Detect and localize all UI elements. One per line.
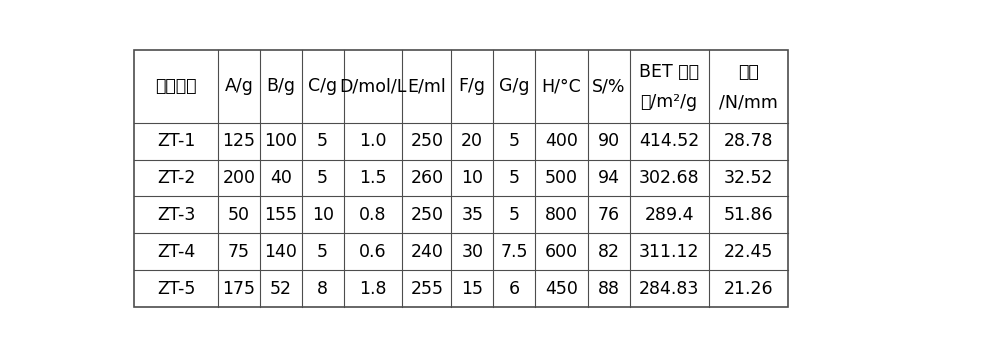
Text: 0.6: 0.6 [359,243,387,261]
Text: 6: 6 [508,280,520,298]
Text: 260: 260 [410,169,443,187]
Text: F/g: F/g [459,77,486,95]
Text: 125: 125 [222,132,255,150]
Text: 21.26: 21.26 [723,280,773,298]
Text: 76: 76 [598,206,620,224]
Text: 284.83: 284.83 [639,280,699,298]
Text: ZT-5: ZT-5 [157,280,195,298]
Text: 75: 75 [228,243,250,261]
Text: 500: 500 [545,169,578,187]
Text: 255: 255 [410,280,443,298]
Text: 82: 82 [598,243,620,261]
Text: 积/m²/g: 积/m²/g [640,93,698,111]
Text: 289.4: 289.4 [644,206,694,224]
Text: 7.5: 7.5 [500,243,528,261]
Text: C/g: C/g [308,77,337,95]
Text: H/°C: H/°C [541,77,581,95]
Text: 10: 10 [312,206,334,224]
Text: 32.52: 32.52 [723,169,773,187]
Text: 5: 5 [509,132,520,150]
Text: 10: 10 [461,169,483,187]
Text: 30: 30 [461,243,483,261]
Text: 800: 800 [545,206,578,224]
Text: 5: 5 [509,206,520,224]
Text: ZT-2: ZT-2 [157,169,195,187]
Text: 250: 250 [410,132,443,150]
Text: 311.12: 311.12 [639,243,699,261]
Text: ZT-4: ZT-4 [157,243,195,261]
Text: S/%: S/% [592,77,625,95]
Text: 200: 200 [222,169,255,187]
Text: D/mol/L: D/mol/L [339,77,407,95]
Text: 94: 94 [598,169,620,187]
Text: 22.45: 22.45 [723,243,773,261]
Text: 1.0: 1.0 [359,132,387,150]
Text: 1.5: 1.5 [359,169,387,187]
Text: 88: 88 [598,280,620,298]
Text: 100: 100 [264,132,297,150]
Text: 8: 8 [317,280,328,298]
Text: 0.8: 0.8 [359,206,387,224]
Text: 52: 52 [270,280,292,298]
Text: 414.52: 414.52 [639,132,699,150]
Text: 155: 155 [264,206,297,224]
Text: 600: 600 [545,243,578,261]
Text: B/g: B/g [266,77,295,95]
Text: 载体编号: 载体编号 [155,77,197,95]
Text: G/g: G/g [499,77,529,95]
Text: 5: 5 [317,132,328,150]
Text: 15: 15 [461,280,483,298]
Text: 175: 175 [222,280,255,298]
Text: 28.78: 28.78 [723,132,773,150]
Text: 140: 140 [264,243,297,261]
Text: 5: 5 [317,243,328,261]
Text: 5: 5 [317,169,328,187]
Text: 强度: 强度 [738,63,758,81]
Text: 302.68: 302.68 [639,169,699,187]
Text: ZT-1: ZT-1 [157,132,195,150]
Text: 50: 50 [228,206,250,224]
Text: 40: 40 [270,169,292,187]
Text: 5: 5 [509,169,520,187]
Text: /N/mm: /N/mm [719,93,778,111]
Text: 51.86: 51.86 [723,206,773,224]
Text: 90: 90 [598,132,620,150]
Text: E/ml: E/ml [407,77,446,95]
Text: 1.8: 1.8 [359,280,387,298]
Text: 35: 35 [461,206,483,224]
Text: 450: 450 [545,280,578,298]
Text: 20: 20 [461,132,483,150]
Bar [134,50,788,307]
Text: 400: 400 [545,132,578,150]
Text: ZT-3: ZT-3 [157,206,195,224]
Text: 250: 250 [410,206,443,224]
Text: BET 表面: BET 表面 [639,63,699,81]
Text: A/g: A/g [224,77,253,95]
Text: 240: 240 [410,243,443,261]
